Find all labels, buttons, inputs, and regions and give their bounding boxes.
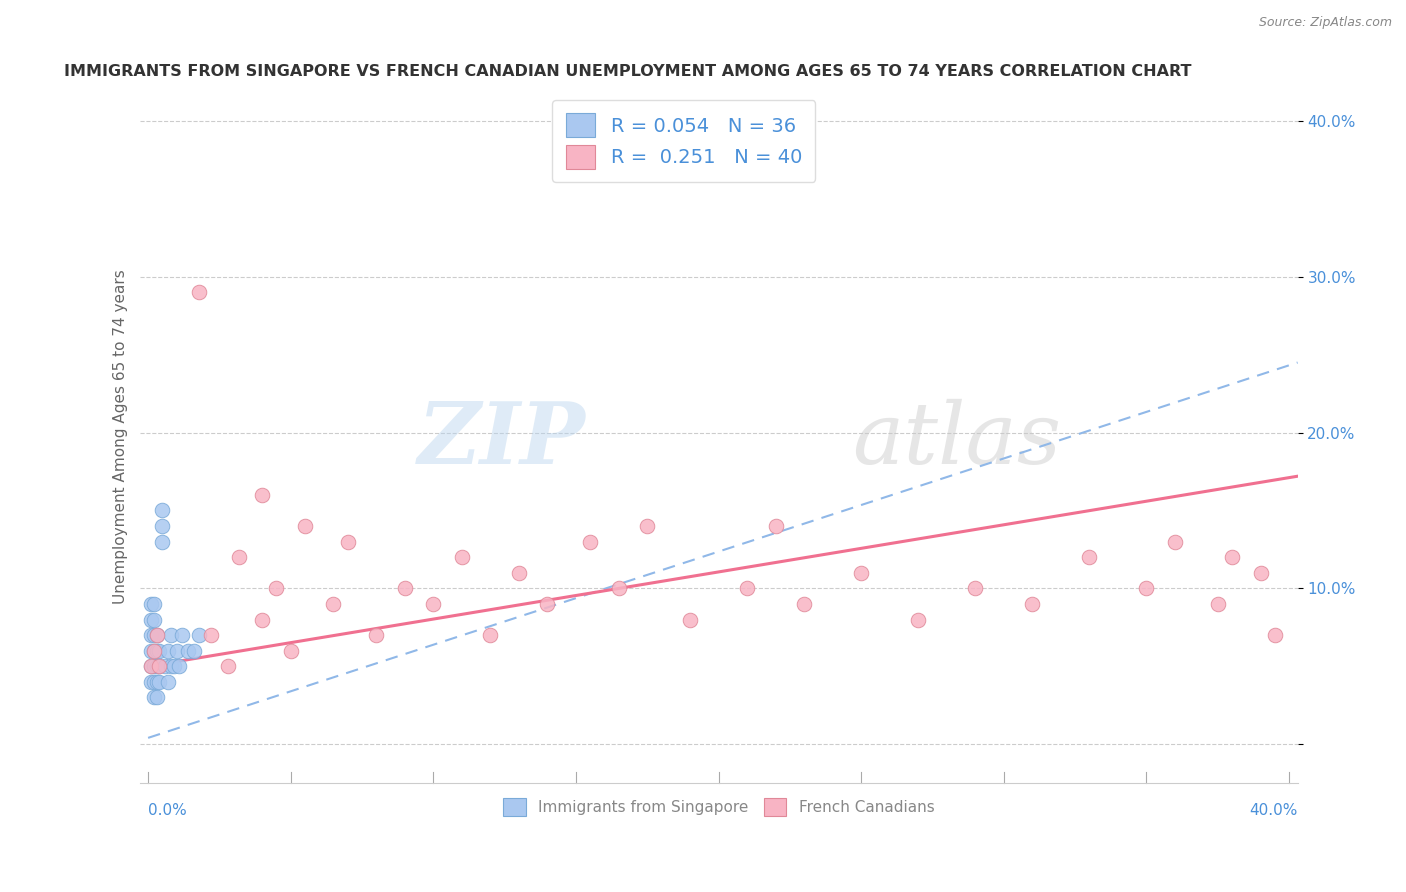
Point: [142, 643, 165, 657]
Point: [765, 519, 787, 533]
Point: [965, 582, 987, 596]
Point: [1135, 582, 1157, 596]
Point: [157, 674, 180, 689]
Text: atlas: atlas: [852, 399, 1062, 482]
Text: 0.0%: 0.0%: [148, 804, 187, 818]
Point: [188, 285, 211, 300]
Point: [366, 628, 388, 642]
Point: [160, 659, 183, 673]
Point: [150, 503, 173, 517]
Text: Source: ZipAtlas.com: Source: ZipAtlas.com: [1258, 16, 1392, 29]
Point: [1220, 550, 1243, 565]
Point: [1078, 550, 1101, 565]
Point: [139, 597, 162, 611]
Point: [142, 628, 165, 642]
Point: [150, 519, 173, 533]
Point: [228, 550, 250, 565]
Point: [636, 519, 658, 533]
Point: [145, 643, 167, 657]
Point: [793, 597, 815, 611]
Y-axis label: Unemployment Among Ages 65 to 74 years: Unemployment Among Ages 65 to 74 years: [114, 269, 128, 604]
Point: [1021, 597, 1043, 611]
Point: [450, 550, 472, 565]
Point: [1164, 534, 1187, 549]
Point: [145, 659, 167, 673]
Point: [139, 659, 162, 673]
Point: [142, 659, 165, 673]
Point: [200, 628, 222, 642]
Point: [679, 613, 702, 627]
Point: [172, 628, 194, 642]
Point: [1206, 597, 1229, 611]
Text: ZIP: ZIP: [418, 398, 585, 482]
Point: [145, 628, 167, 642]
Point: [166, 643, 188, 657]
Point: [142, 674, 165, 689]
Point: [139, 643, 162, 657]
Point: [735, 582, 758, 596]
Point: [250, 613, 273, 627]
Point: [1264, 628, 1286, 642]
Point: [148, 659, 170, 673]
Point: [145, 690, 167, 705]
Point: [139, 659, 162, 673]
Point: [169, 659, 191, 673]
Point: [145, 628, 167, 642]
Point: [508, 566, 530, 580]
Point: [536, 597, 558, 611]
Point: [188, 628, 211, 642]
Point: [322, 597, 344, 611]
Point: [142, 613, 165, 627]
Point: [157, 643, 180, 657]
Point: [145, 674, 167, 689]
Point: [217, 659, 239, 673]
Point: [479, 628, 502, 642]
Point: [422, 597, 444, 611]
Point: [294, 519, 316, 533]
Point: [160, 628, 183, 642]
Point: [148, 659, 170, 673]
Point: [139, 628, 162, 642]
Point: [142, 597, 165, 611]
Point: [148, 643, 170, 657]
Point: [153, 659, 176, 673]
Point: [177, 643, 200, 657]
Point: [139, 674, 162, 689]
Point: [142, 690, 165, 705]
Point: [266, 582, 288, 596]
Point: [1250, 566, 1272, 580]
Text: 40.0%: 40.0%: [1250, 804, 1298, 818]
Point: [394, 582, 416, 596]
Point: [142, 643, 165, 657]
Text: IMMIGRANTS FROM SINGAPORE VS FRENCH CANADIAN UNEMPLOYMENT AMONG AGES 65 TO 74 YE: IMMIGRANTS FROM SINGAPORE VS FRENCH CANA…: [65, 64, 1192, 79]
Point: [139, 613, 162, 627]
Point: [607, 582, 630, 596]
Legend: Immigrants from Singapore, French Canadians: Immigrants from Singapore, French Canadi…: [495, 790, 942, 824]
Point: [907, 613, 929, 627]
Point: [163, 659, 186, 673]
Point: [579, 534, 602, 549]
Point: [150, 534, 173, 549]
Point: [851, 566, 873, 580]
Point: [183, 643, 205, 657]
Point: [280, 643, 302, 657]
Point: [148, 674, 170, 689]
Point: [336, 534, 359, 549]
Point: [250, 488, 273, 502]
